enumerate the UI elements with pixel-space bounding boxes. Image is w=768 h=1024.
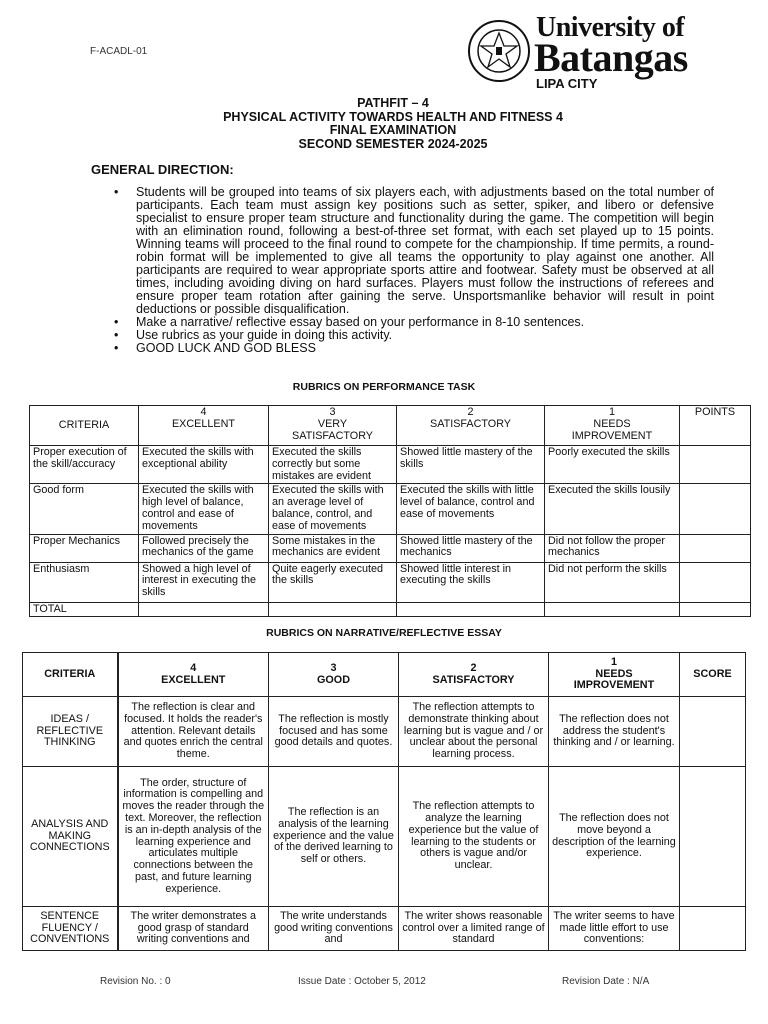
rubric-cell: Executed the skills with little level of…: [396, 483, 545, 535]
table-row: Good form Executed the skills with high l…: [29, 483, 751, 535]
rubric-cell: The reflection attempts to demonstrate t…: [398, 696, 549, 767]
score-cell[interactable]: [679, 533, 751, 563]
criteria-cell: Proper execution of the skill/accuracy: [29, 444, 139, 485]
exam-title-block: PATHFIT – 4 PHYSICAL ACTIVITY TOWARDS HE…: [0, 96, 768, 151]
revision-number: Revision No. : 0: [100, 976, 171, 987]
column-header: 2 SATISFACTORY: [398, 652, 549, 697]
rubric-cell: The writer seems to have made little eff…: [548, 906, 680, 951]
table-header-row: CRITERIA 4 EXCELLENT 3 GOOD 2 SATISFACTORY 1…: [22, 652, 746, 697]
column-header: 4 EXCELLENT: [117, 652, 269, 697]
criteria-cell: Enthusiasm: [29, 561, 139, 603]
rubric-cell: [396, 601, 545, 618]
table-row: SENTENCE FLUENCY / CONVENTIONS The writer…: [22, 906, 746, 951]
table-row: Enthusiasm Showed a high level of interes…: [29, 561, 751, 603]
general-direction-heading: GENERAL DIRECTION:: [91, 162, 234, 177]
rubric-cell: The write understands good writing conve…: [268, 906, 399, 951]
rubric-cell: Executed the skills with an average leve…: [268, 483, 397, 535]
rubric-cell: Followed precisely the mechanics of the …: [138, 533, 269, 563]
score-cell[interactable]: [679, 696, 746, 767]
table-row: ANALYSIS AND MAKING CONNECTIONS The order…: [22, 766, 746, 907]
logo-line-3: LIPA CITY: [536, 76, 598, 91]
criteria-cell: SENTENCE FLUENCY / CONVENTIONS: [22, 906, 119, 951]
directions-list: Students will be grouped into teams of s…: [110, 186, 714, 356]
university-seal-icon: [468, 20, 530, 82]
rubric-cell: Some mistakes in the mechanics are evide…: [268, 533, 397, 563]
rubric-cell: The reflection is clear and focused. It …: [117, 696, 269, 767]
score-cell[interactable]: [679, 906, 746, 951]
score-cell[interactable]: [679, 561, 751, 603]
essay-rubric-table: CRITERIA 4 EXCELLENT 3 GOOD 2 SATISFACTORY 1…: [22, 652, 746, 951]
table-row: Proper execution of the skill/accuracy Ex…: [29, 444, 751, 485]
issue-date: Issue Date : October 5, 2012: [298, 976, 426, 987]
university-logo: University of Batangas LIPA CITY: [468, 14, 728, 92]
logo-line-2: Batangas: [534, 35, 688, 80]
column-header: 3 GOOD: [268, 652, 399, 697]
criteria-cell: TOTAL: [29, 601, 139, 618]
exam-type: FINAL EXAMINATION: [329, 123, 457, 137]
rubric-cell: The writer shows reasonable control over…: [398, 906, 549, 951]
rubric-cell: [138, 601, 269, 618]
rubric-cell: The reflection does not move beyond a de…: [548, 766, 680, 907]
rubric-cell: The reflection is an analysis of the lea…: [268, 766, 399, 907]
rubric-cell: Executed the skills with high level of b…: [138, 483, 269, 535]
rubric-cell: Did not perform the skills: [544, 561, 680, 603]
rubric-cell: Showed little interest in executing the …: [396, 561, 545, 603]
table-row: Proper Mechanics Followed precisely the m…: [29, 533, 751, 563]
rubric-cell: Executed the skills correctly but some m…: [268, 444, 397, 485]
direction-item: Make a narrative/ reflective essay based…: [110, 316, 714, 330]
table-row: IDEAS / REFLECTIVE THINKING The reflectio…: [22, 696, 746, 767]
column-header: CRITERIA: [29, 405, 139, 446]
column-header: 4 EXCELLENT: [138, 405, 269, 446]
rubric1-caption: RUBRICS ON PERFORMANCE TASK: [292, 381, 476, 393]
direction-item: GOOD LUCK AND GOD BLESS: [110, 342, 714, 356]
rubric-cell: Quite eagerly executed the skills: [268, 561, 397, 603]
column-header: 1 NEEDS IMPROVEMENT: [544, 405, 680, 446]
criteria-cell: Good form: [29, 483, 139, 535]
column-header: SCORE: [679, 652, 746, 697]
semester: SECOND SEMESTER 2024-2025: [298, 136, 488, 151]
revision-date: Revision Date : N/A: [562, 976, 650, 987]
direction-item: Students will be grouped into teams of s…: [110, 186, 714, 316]
rubric-cell: Executed the skills lousily: [544, 483, 680, 535]
rubric-cell: The reflection does not address the stud…: [548, 696, 680, 767]
logo-line-1: University of: [536, 12, 685, 43]
score-cell[interactable]: [679, 444, 751, 485]
score-cell[interactable]: [679, 483, 751, 535]
score-cell[interactable]: [679, 766, 746, 907]
rubric-cell: Did not follow the proper mechanics: [544, 533, 680, 563]
course-code: PATHFIT – 4: [357, 96, 429, 110]
form-code: F-ACADL-01: [90, 46, 148, 57]
rubric-cell: The writer demonstrates a good grasp of …: [117, 906, 269, 951]
score-cell[interactable]: [679, 601, 751, 618]
column-header: 2 SATISFACTORY: [396, 405, 545, 446]
column-header: POINTS: [679, 405, 751, 446]
direction-item: Use rubrics as your guide in doing this …: [110, 329, 714, 343]
criteria-cell: ANALYSIS AND MAKING CONNECTIONS: [22, 766, 119, 907]
rubric-cell: The order, structure of information is c…: [117, 766, 269, 907]
criteria-cell: Proper Mechanics: [29, 533, 139, 563]
rubric-cell: [268, 601, 397, 618]
table-header-row: CRITERIA 4 EXCELLENT 3 VERY SATISFACTORY 2 …: [29, 405, 751, 446]
rubric-cell: The reflection is mostly focused and has…: [268, 696, 399, 767]
rubric2-caption: RUBRICS ON NARRATIVE/REFLECTIVE ESSAY: [266, 627, 502, 639]
column-header: CRITERIA: [22, 652, 119, 697]
rubric-cell: [544, 601, 680, 618]
rubric-cell: The reflection attempts to analyze the l…: [398, 766, 549, 907]
criteria-cell: IDEAS / REFLECTIVE THINKING: [22, 696, 119, 767]
rubric-cell: Executed the skills with exceptional abi…: [138, 444, 269, 485]
column-header: 1 NEEDS IMPROVEMENT: [548, 652, 680, 697]
rubric-cell: Showed little mastery of the mechanics: [396, 533, 545, 563]
course-title: PHYSICAL ACTIVITY TOWARDS HEALTH AND FIT…: [223, 109, 563, 124]
column-header: 3 VERY SATISFACTORY: [268, 405, 397, 446]
rubric-cell: Showed a high level of interest in execu…: [138, 561, 269, 603]
performance-rubric-table: CRITERIA 4 EXCELLENT 3 VERY SATISFACTORY 2 …: [29, 405, 751, 618]
rubric-cell: Poorly executed the skills: [544, 444, 680, 485]
rubric-cell: Showed little mastery of the skills: [396, 444, 545, 485]
table-row: TOTAL: [29, 601, 751, 618]
